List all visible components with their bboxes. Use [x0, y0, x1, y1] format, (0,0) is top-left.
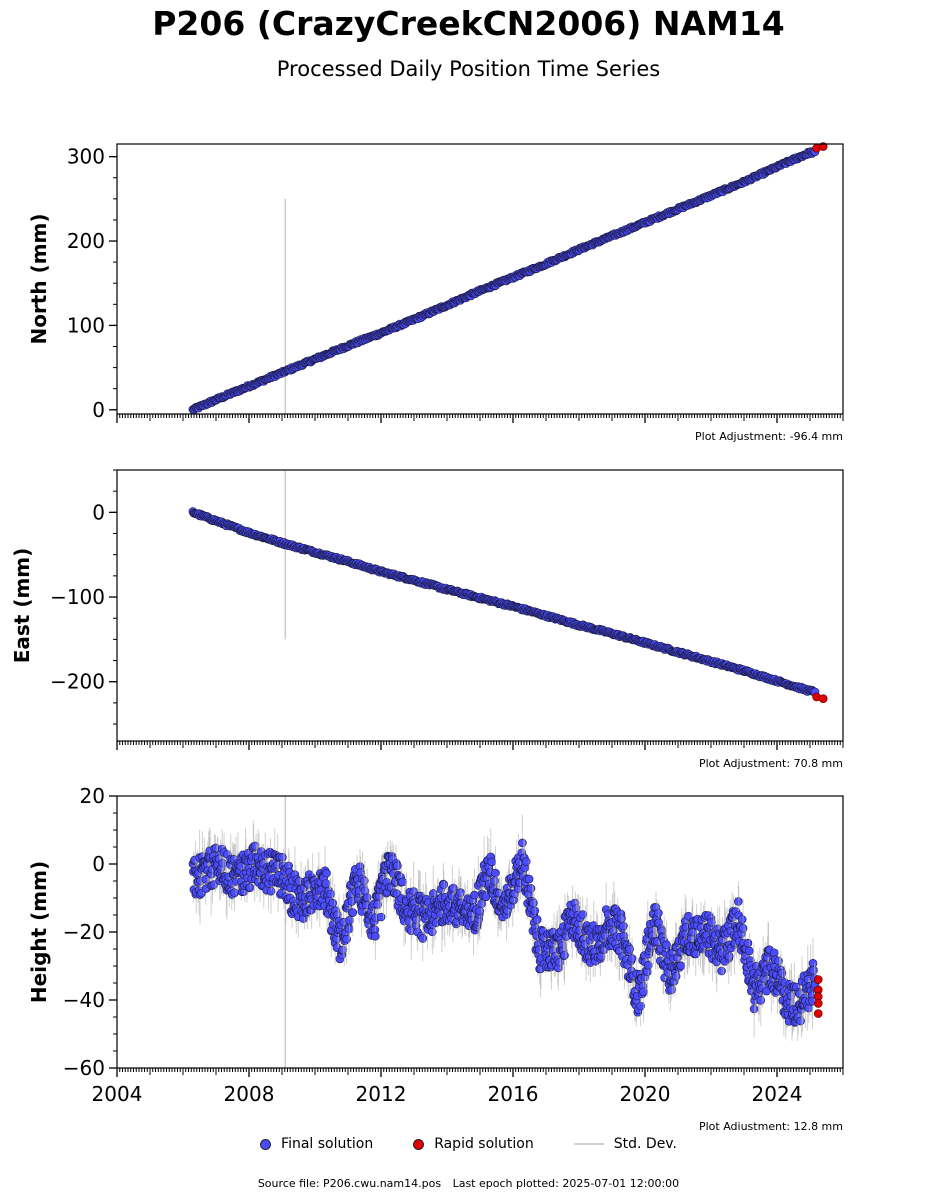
- plot-adjustment-text: Plot Adjustment: 70.8 mm: [699, 757, 843, 770]
- final-point: [707, 917, 716, 927]
- plot-adjustment-text: Plot Adjustment: 12.8 mm: [699, 1120, 843, 1130]
- y-tick-label: −100: [50, 585, 105, 609]
- final-point: [326, 889, 336, 899]
- final-point: [809, 965, 818, 975]
- final-point: [743, 938, 753, 948]
- chart-subtitle: Processed Daily Position Time Series: [276, 57, 661, 81]
- y-tick-label: 300: [67, 145, 105, 169]
- y-tick-label: 20: [80, 784, 105, 808]
- y-tick-label: 0: [92, 500, 105, 524]
- final-marker-icon: [260, 1138, 272, 1150]
- y-axis-label: North (mm): [27, 213, 51, 344]
- final-point: [321, 879, 331, 888]
- y-tick-label: −60: [63, 1056, 105, 1080]
- legend: Final solution Rapid solution Std. Dev.: [0, 1136, 937, 1152]
- x-tick-label: 2008: [224, 1082, 275, 1106]
- x-tick-label: 2016: [488, 1082, 539, 1106]
- rapid-point: [813, 1009, 823, 1018]
- final-point: [370, 931, 380, 941]
- final-point: [278, 852, 287, 862]
- x-tick-label: 2024: [752, 1082, 803, 1106]
- rapid-point: [818, 694, 828, 703]
- footer: Source file: P206.cwu.nam14.pos Last epo…: [0, 1177, 937, 1190]
- final-point: [393, 861, 402, 871]
- final-point: [348, 908, 358, 917]
- final-point: [619, 921, 628, 931]
- final-point: [560, 951, 569, 960]
- y-tick-label: −40: [63, 988, 105, 1012]
- final-point: [671, 972, 681, 981]
- panel-1: 0 100 200 300 North (mm) Plot Adjustment: -96…: [27, 142, 844, 443]
- source-file-text: Source file: P206.cwu.nam14.pos: [257, 1177, 442, 1190]
- legend-label-std: Std. Dev.: [613, 1136, 677, 1152]
- final-point: [487, 857, 497, 867]
- final-point: [529, 898, 538, 908]
- plot-adjustment-text: Plot Adjustment: -96.4 mm: [695, 430, 843, 443]
- legend-item-std: Std. Dev.: [573, 1136, 677, 1152]
- std-line-icon: [573, 1143, 604, 1145]
- final-point: [639, 987, 648, 997]
- panel-2: 0 −100 −200 East (mm) Plot Adjustment: 70.8 …: [10, 469, 844, 770]
- final-point: [328, 898, 338, 908]
- final-point: [737, 915, 747, 924]
- legend-item-final: Final solution: [260, 1136, 373, 1152]
- final-point: [627, 954, 637, 963]
- x-tick-label: 2004: [92, 1082, 143, 1106]
- final-solution-points: [188, 147, 820, 415]
- y-tick-label: 0: [92, 852, 105, 876]
- final-solution-points: [188, 507, 820, 697]
- y-axis-label: East (mm): [10, 548, 34, 664]
- rapid-point: [813, 999, 823, 1008]
- rapid-point: [813, 975, 823, 984]
- legend-label-final: Final solution: [281, 1136, 374, 1152]
- legend-item-rapid: Rapid solution: [413, 1136, 534, 1152]
- legend-label-rapid: Rapid solution: [434, 1136, 534, 1152]
- final-point: [744, 946, 754, 956]
- y-tick-label: −20: [63, 920, 105, 944]
- final-point: [418, 934, 428, 943]
- x-tick-label: 2020: [620, 1082, 671, 1106]
- final-point: [491, 868, 500, 878]
- y-tick-label: −200: [50, 670, 105, 694]
- y-tick-label: 200: [67, 229, 105, 253]
- y-axis-label: Height (mm): [27, 861, 51, 1003]
- chart-title: P206 (CrazyCreekCN2006) NAM14: [152, 4, 785, 43]
- y-tick-label: 0: [92, 398, 105, 422]
- x-tick-label: 2012: [356, 1082, 407, 1106]
- last-epoch-text: Last epoch plotted: 2025-07-01 12:00:00: [452, 1177, 680, 1190]
- final-point: [676, 961, 686, 971]
- final-point: [733, 897, 743, 906]
- final-solution-points: [188, 814, 820, 1042]
- final-point: [724, 951, 734, 961]
- final-point: [749, 1004, 759, 1014]
- y-tick-label: 100: [67, 313, 105, 337]
- final-point: [470, 890, 479, 900]
- rapid-marker-icon: [413, 1138, 425, 1150]
- final-point: [322, 868, 331, 878]
- axes-frame: [116, 469, 844, 742]
- final-point: [524, 874, 534, 884]
